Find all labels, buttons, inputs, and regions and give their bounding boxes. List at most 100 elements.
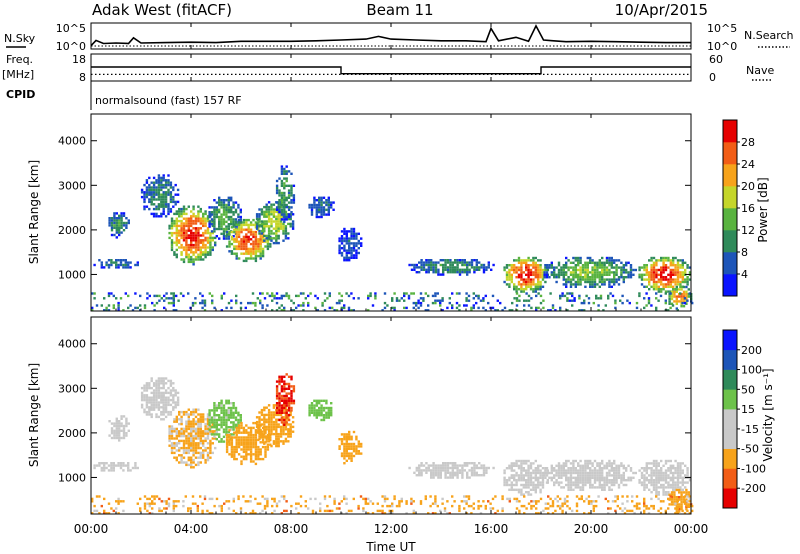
- echo-cell: [180, 231, 183, 235]
- echo-cell: [527, 283, 530, 286]
- echo-cell: [679, 259, 682, 262]
- echo-cell: [285, 404, 288, 407]
- echo-cell: [391, 504, 394, 508]
- echo-cell: [434, 299, 437, 302]
- echo-cell: [508, 273, 511, 276]
- echo-cell: [494, 309, 497, 312]
- echo-cell: [272, 210, 276, 214]
- echo-cell: [622, 276, 625, 279]
- echo-cell: [105, 261, 108, 264]
- echo-region: [108, 415, 130, 442]
- echo-cell: [676, 268, 680, 272]
- echo-cell: [593, 266, 597, 269]
- echo-cell: [180, 415, 183, 419]
- echo-cell: [508, 467, 511, 470]
- echo-cell: [560, 471, 563, 475]
- echo-cell: [648, 271, 651, 274]
- echo-cell: [466, 474, 469, 477]
- echo-cell: [139, 497, 142, 501]
- ytick-label: 2000: [58, 224, 86, 237]
- echo-cell: [222, 220, 226, 223]
- echo-cell: [289, 225, 292, 228]
- echo-cell: [180, 253, 183, 256]
- echo-cell: [278, 206, 281, 209]
- echo-cell: [214, 446, 217, 450]
- echo-cell: [257, 250, 260, 253]
- echo-cell: [451, 292, 454, 295]
- echo-cell: [584, 273, 587, 276]
- echo-cell: [192, 446, 195, 450]
- echo-cell: [601, 261, 604, 264]
- echo-cell: [115, 226, 118, 229]
- echo-cell: [315, 213, 318, 216]
- echo-cell: [332, 201, 335, 204]
- echo-cell: [249, 238, 253, 241]
- echo-cell: [148, 406, 151, 409]
- echo-cell: [187, 224, 190, 228]
- echo-cell: [267, 234, 271, 238]
- echo-cell: [673, 496, 676, 499]
- echo-cell: [264, 445, 267, 449]
- echo-cell: [439, 469, 442, 472]
- echo-cell: [539, 273, 542, 276]
- echo-cell: [152, 215, 156, 218]
- echo-cell: [291, 430, 295, 433]
- echo-cell: [168, 439, 171, 443]
- echo-cell: [113, 214, 116, 217]
- echo-cell: [203, 309, 207, 312]
- echo-cell: [280, 375, 284, 378]
- echo-cell: [605, 483, 609, 487]
- echo-cell: [265, 213, 268, 216]
- echo-cell: [259, 299, 262, 302]
- echo-cell: [660, 471, 663, 475]
- echo-cell: [670, 295, 674, 298]
- echo-cell: [566, 299, 569, 302]
- echo-cell: [233, 228, 236, 231]
- echo-cell: [218, 196, 221, 199]
- echo-cell: [645, 479, 648, 482]
- echo-cell: [263, 205, 266, 209]
- echo-cell: [125, 224, 128, 227]
- echo-cell: [185, 251, 188, 254]
- echo-cell: [338, 249, 341, 252]
- echo-cell: [331, 509, 334, 513]
- echo-cell: [515, 304, 519, 307]
- echo-cell: [245, 457, 248, 461]
- echo-cell: [194, 427, 198, 431]
- echo-cell: [206, 239, 210, 242]
- echo-cell: [222, 411, 226, 414]
- echo-cell: [515, 297, 519, 300]
- echo-cell: [579, 256, 582, 260]
- echo-cell: [220, 421, 223, 424]
- echo-cell: [122, 427, 126, 430]
- echo-cell: [610, 259, 613, 262]
- echo-cell: [437, 464, 440, 467]
- echo-cell: [400, 297, 403, 300]
- echo-cell: [598, 469, 601, 472]
- echo-cell: [645, 271, 648, 274]
- echo-cell: [252, 421, 255, 425]
- echo-cell: [668, 503, 671, 506]
- echo-cell: [327, 416, 330, 419]
- echo-cell: [249, 438, 253, 442]
- echo-cell: [115, 263, 118, 267]
- echo-cell: [230, 416, 233, 419]
- echo-cell: [422, 266, 426, 269]
- echo-cell: [107, 263, 111, 267]
- echo-cell: [172, 198, 175, 201]
- echo-cell: [360, 242, 363, 245]
- echo-cell: [165, 297, 168, 300]
- echo-cell: [319, 509, 322, 513]
- echo-cell: [318, 208, 321, 211]
- echo-cell: [415, 266, 418, 269]
- echo-cell: [157, 396, 161, 399]
- echo-cell: [319, 502, 322, 505]
- echo-cell: [209, 449, 212, 452]
- echo-cell: [247, 441, 250, 444]
- echo-cell: [557, 471, 561, 475]
- echo-cell: [170, 239, 174, 242]
- echo-cell: [283, 404, 286, 407]
- echo-cell: [667, 474, 670, 477]
- echo-cell: [275, 301, 279, 305]
- echo-cell: [206, 253, 210, 256]
